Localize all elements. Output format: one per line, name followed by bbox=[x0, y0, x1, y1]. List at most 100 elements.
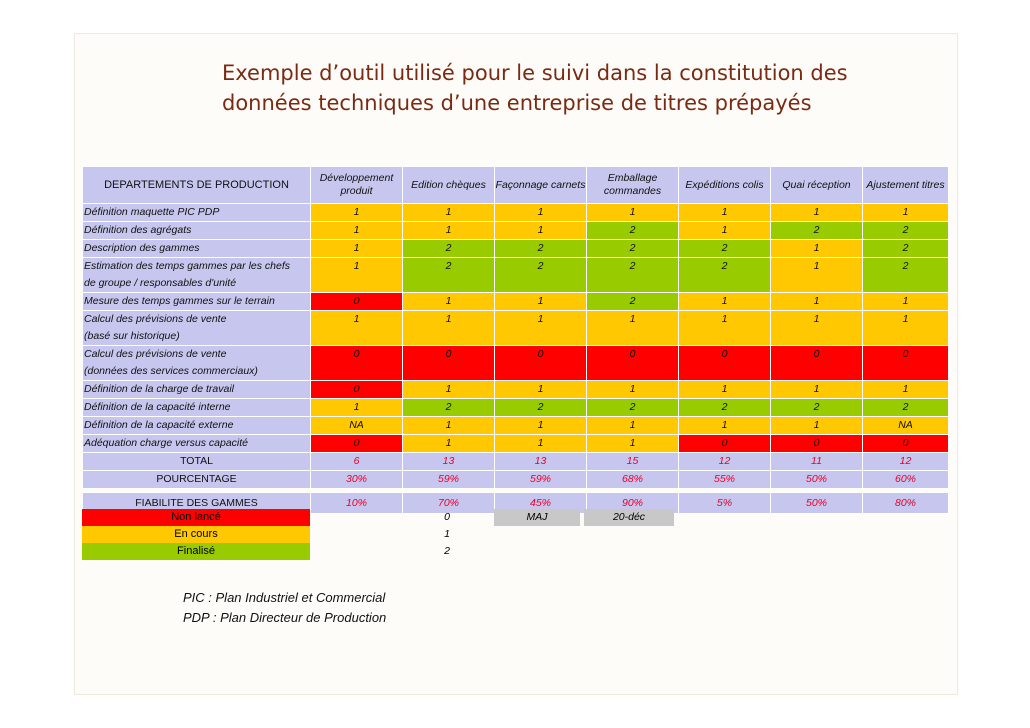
status-cell: 1 bbox=[586, 380, 679, 399]
row-label: Estimation des temps gammes par les chef… bbox=[82, 257, 311, 293]
total-cell: 12 bbox=[862, 452, 949, 471]
status-cell: 1 bbox=[310, 310, 403, 346]
status-cell: 1 bbox=[770, 257, 863, 293]
status-cell: 1 bbox=[402, 434, 495, 453]
legend-value-2: 2 bbox=[444, 545, 450, 557]
row-label-line-1: Calcul des prévisions de vente bbox=[84, 313, 227, 325]
status-cell: 0 bbox=[310, 292, 403, 311]
status-cell: 1 bbox=[586, 434, 679, 453]
legend-finalise: Finalisé bbox=[82, 543, 310, 560]
status-cell: 2 bbox=[862, 257, 949, 293]
status-cell: 1 bbox=[494, 221, 587, 240]
header-faconnage: Façonnage carnets bbox=[494, 166, 587, 204]
status-cell: 2 bbox=[586, 239, 679, 258]
status-cell: 2 bbox=[494, 398, 587, 417]
status-cell: 1 bbox=[862, 380, 949, 399]
status-cell: 2 bbox=[678, 239, 771, 258]
status-cell: 1 bbox=[586, 203, 679, 222]
status-cell: 2 bbox=[678, 257, 771, 293]
title-line-1: Exemple d’outil utilisé pour le suivi da… bbox=[222, 61, 848, 85]
status-cell: 1 bbox=[678, 416, 771, 435]
note-pic: PIC : Plan Industriel et Commercial bbox=[183, 590, 386, 605]
status-cell: 1 bbox=[770, 380, 863, 399]
table-row: Calcul des prévisions de vente (basé sur … bbox=[82, 310, 949, 346]
header-edition: Edition chèques bbox=[402, 166, 495, 204]
status-cell: 0 bbox=[770, 434, 863, 453]
legend-value-0: 0 bbox=[444, 511, 450, 523]
row-label-line-2: (basé sur historique) bbox=[84, 330, 180, 342]
status-cell: 0 bbox=[494, 345, 587, 381]
table-row: Calcul des prévisions de vente (données d… bbox=[82, 345, 949, 381]
status-cell: 1 bbox=[402, 221, 495, 240]
status-cell: 0 bbox=[310, 345, 403, 381]
notes: PIC : Plan Industriel et Commercial PDP … bbox=[183, 588, 386, 628]
status-cell: 2 bbox=[678, 398, 771, 417]
status-cell: 1 bbox=[310, 239, 403, 258]
status-cell: 0 bbox=[678, 434, 771, 453]
status-cell: 1 bbox=[310, 398, 403, 417]
row-label: Description des gammes bbox=[82, 239, 311, 258]
status-cell: 1 bbox=[402, 203, 495, 222]
table-row: Définition de la charge de travail 0 1 1 1 1 1… bbox=[82, 380, 949, 399]
row-label-line-1: Estimation des temps gammes par les chef… bbox=[84, 260, 291, 272]
status-cell: 0 bbox=[862, 345, 949, 381]
header-emballage: Emballage commandes bbox=[586, 166, 679, 204]
legend-en-cours: En cours bbox=[82, 526, 310, 543]
status-cell: 1 bbox=[770, 292, 863, 311]
row-label: Mesure des temps gammes sur le terrain bbox=[82, 292, 311, 311]
row-label: Calcul des prévisions de vente (données d… bbox=[82, 345, 311, 381]
total-cell: 11 bbox=[770, 452, 863, 471]
status-cell: 1 bbox=[678, 221, 771, 240]
total-cell: 13 bbox=[494, 452, 587, 471]
total-cell: 6 bbox=[310, 452, 403, 471]
status-cell: 2 bbox=[494, 239, 587, 258]
row-label: Calcul des prévisions de vente (basé sur … bbox=[82, 310, 311, 346]
legend-non-lance: Non lancé bbox=[82, 509, 310, 526]
fiabilite-cell: 5% bbox=[678, 492, 771, 514]
status-cell: 1 bbox=[770, 310, 863, 346]
status-cell: 1 bbox=[678, 203, 771, 222]
status-cell: 2 bbox=[586, 292, 679, 311]
status-cell: 2 bbox=[862, 239, 949, 258]
status-cell: 1 bbox=[862, 292, 949, 311]
status-cell: 0 bbox=[770, 345, 863, 381]
status-cell: 1 bbox=[586, 416, 679, 435]
maj-label: MAJ bbox=[494, 509, 580, 526]
status-cell: 2 bbox=[862, 221, 949, 240]
fiabilite-row: FIABILITE DES GAMMES 10% 70% 45% 90% 5% 50% 80% bbox=[82, 492, 949, 514]
status-cell: 2 bbox=[586, 398, 679, 417]
row-label: Définition maquette PIC PDP bbox=[82, 203, 311, 222]
status-cell: 1 bbox=[586, 310, 679, 346]
status-cell: 2 bbox=[862, 398, 949, 417]
status-cell: 1 bbox=[402, 380, 495, 399]
table-row: Définition des agrégats 1 1 1 2 1 2 2 bbox=[82, 221, 949, 240]
status-cell: 0 bbox=[678, 345, 771, 381]
status-cell: 2 bbox=[494, 257, 587, 293]
status-cell: NA bbox=[310, 416, 403, 435]
pourcentage-label: POURCENTAGE bbox=[82, 470, 311, 489]
status-cell: 1 bbox=[402, 310, 495, 346]
pourcentage-cell: 50% bbox=[770, 470, 863, 489]
status-cell: 0 bbox=[862, 434, 949, 453]
table-row: Définition de la capacité interne 1 2 2 2 2 2 2 bbox=[82, 398, 949, 417]
pourcentage-cell: 59% bbox=[402, 470, 495, 489]
header-developpement: Développement produit bbox=[310, 166, 403, 204]
status-cell: 2 bbox=[586, 221, 679, 240]
note-pdp: PDP : Plan Directeur de Production bbox=[183, 610, 387, 625]
fiabilite-cell: 70% bbox=[402, 492, 495, 514]
table-row: Description des gammes 1 2 2 2 2 1 2 bbox=[82, 239, 949, 258]
status-cell: 1 bbox=[770, 239, 863, 258]
status-cell: 1 bbox=[862, 310, 949, 346]
legend-values: 0 1 2 bbox=[440, 509, 454, 560]
status-cell: 1 bbox=[770, 203, 863, 222]
maj-date: 20-déc bbox=[584, 509, 674, 526]
legend: Non lancé En cours Finalisé bbox=[82, 509, 310, 560]
pourcentage-cell: 60% bbox=[862, 470, 949, 489]
row-label-line-2: de groupe / responsables d'unité bbox=[84, 277, 237, 289]
row-label: Définition de la capacité interne bbox=[82, 398, 311, 417]
status-cell: 2 bbox=[770, 221, 863, 240]
header-expeditions: Expéditions colis bbox=[678, 166, 771, 204]
status-cell: 1 bbox=[310, 257, 403, 293]
status-cell: 1 bbox=[770, 416, 863, 435]
header-quai: Quai réception bbox=[770, 166, 863, 204]
